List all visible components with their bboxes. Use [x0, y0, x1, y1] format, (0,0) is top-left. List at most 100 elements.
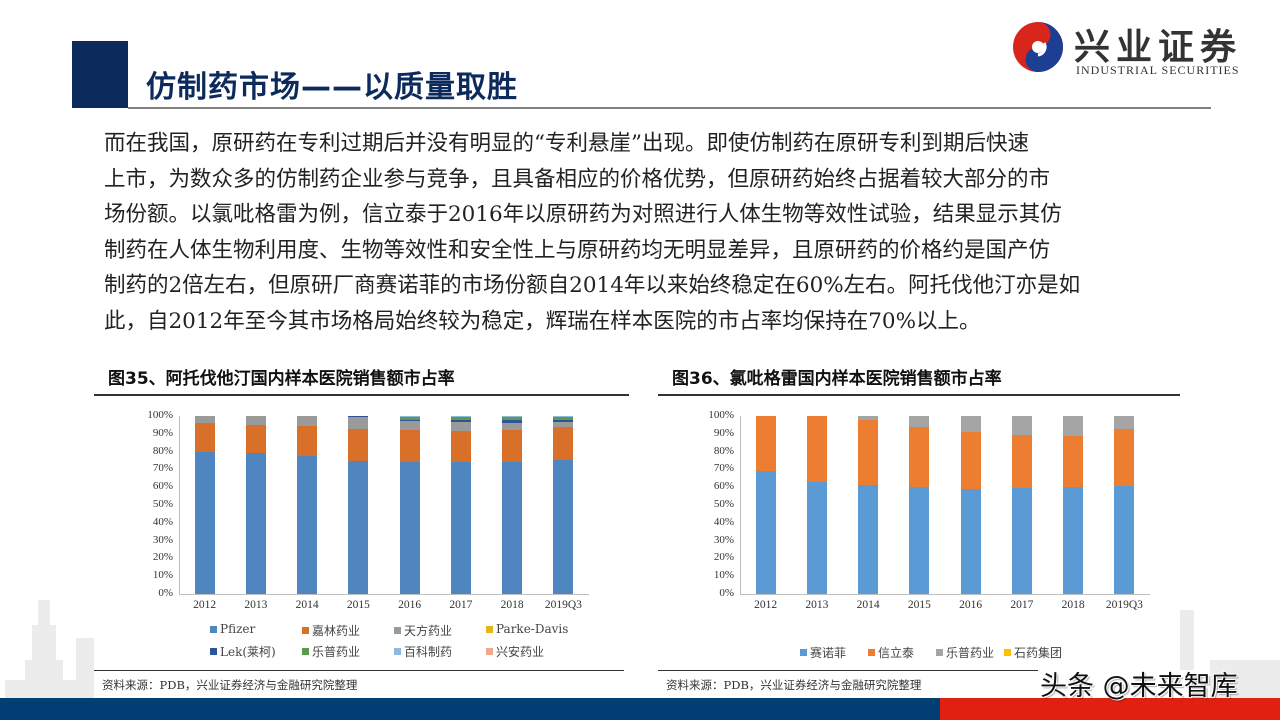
figure-title: 图36、氯吡格雷国内样本医院销售额市占率 [672, 369, 1002, 389]
legend-item: 信立泰 [868, 644, 914, 661]
y-tick-label: 80% [152, 444, 173, 457]
stacked-bar [806, 416, 827, 594]
bar-segment [1114, 416, 1135, 430]
bar-segment [450, 416, 471, 421]
bar-segment [502, 423, 523, 431]
bar-segment [909, 487, 930, 594]
bar-segment [909, 426, 930, 488]
y-tick-label: 20% [713, 551, 734, 564]
legend-item: 兴安药业 [486, 643, 544, 660]
y-tick-label: 90% [713, 426, 734, 439]
y-tick-label: 30% [713, 533, 734, 546]
y-tick-label: 40% [152, 515, 173, 528]
bar-segment [297, 425, 318, 457]
bar-segment [194, 416, 215, 424]
legend-label: 嘉林药业 [312, 624, 361, 638]
stacked-bar [909, 416, 930, 594]
body-line: 制药的2倍左右，但原研厂商赛诺菲的市场份额自2014年以来始终稳定在60%左右。… [104, 273, 1081, 298]
legend-item: 赛诺菲 [800, 644, 846, 661]
title-accent-block [72, 41, 128, 108]
body-line: 上市，为数众多的仿制药企业参与竞争，且具备相应的价格优势，但原研药始终占据着较大… [104, 166, 1051, 192]
stacked-bar [502, 416, 523, 594]
y-tick-label: 50% [713, 498, 734, 510]
bar-segment [755, 416, 776, 472]
logo-english-name: INDUSTRIAL SECURITIES [1076, 63, 1240, 77]
x-tick-label: 2015 [346, 599, 370, 611]
bar-segment [450, 416, 471, 417]
figure-36: 图36、氯吡格雷国内样本医院销售额市占率 [658, 362, 1180, 396]
bar-segment [348, 460, 369, 594]
body-line: 场份额。以氯吡格雷为例，信立泰于2016年以原研药为对照进行人体生物等效性试验，… [104, 202, 1062, 227]
bar-segment [194, 451, 215, 594]
stacked-bar [399, 416, 420, 594]
bar-segment [755, 471, 776, 594]
y-tick-label: 90% [152, 426, 173, 439]
bar-segment [806, 481, 827, 594]
y-tick-label: 60% [152, 480, 173, 493]
bar-segment [450, 422, 471, 432]
bar-segment [348, 416, 369, 417]
stacked-bar [194, 416, 215, 594]
bar-segment [1063, 416, 1084, 436]
legend-swatch [800, 649, 807, 656]
stacked-bar [348, 416, 369, 594]
logo-swirl-icon [1013, 22, 1063, 72]
bar-segment [348, 429, 369, 461]
stacked-bar [960, 416, 981, 594]
bar-segment [553, 459, 574, 594]
bar-segment [399, 416, 420, 420]
x-tick-label: 2013 [244, 599, 268, 611]
x-axis [740, 594, 1150, 595]
bar-segment [553, 426, 574, 460]
x-tick-label: 2016 [398, 599, 422, 611]
legend-item: Lek(莱柯) [210, 643, 276, 660]
company-logo: 兴业证券 INDUSTRIAL SECURITIES [1012, 18, 1262, 78]
legend-label: 兴安药业 [496, 645, 545, 659]
y-tick-label: 30% [152, 533, 173, 546]
bar-segment [245, 452, 266, 594]
y-axis [740, 416, 741, 594]
legend-item: 百科制药 [394, 643, 452, 660]
y-tick-label: 100% [147, 409, 173, 421]
skyline-decoration [32, 625, 56, 665]
legend-label: 天方药业 [404, 624, 453, 638]
figure-35: 图35、阿托伐他汀国内样本医院销售额市占率 [94, 362, 629, 396]
y-tick-label: 0% [719, 587, 734, 599]
bar-segment [399, 421, 420, 431]
bar-segment [960, 488, 981, 594]
legend-swatch [210, 648, 217, 655]
bar-segment [1011, 416, 1032, 435]
stacked-bar [553, 416, 574, 594]
legend-label: Parke-Davis [496, 622, 569, 636]
legend-label: 乐普药业 [312, 645, 361, 659]
x-tick-label: 2019Q3 [544, 599, 582, 611]
legend-label: 赛诺菲 [810, 646, 847, 660]
logo-chinese-name: 兴业证券 [1074, 26, 1243, 68]
legend-item: 乐普药业 [936, 644, 994, 661]
legend-label: 百科制药 [404, 645, 453, 659]
legend-item: 天方药业 [394, 622, 452, 639]
body-line: 而在我国，原研药在专利过期后并没有明显的“专利悬崖”出现。即使仿制药在原研专利到… [104, 131, 1029, 156]
bar-segment [297, 416, 318, 426]
legend-swatch [394, 648, 401, 655]
x-tick-label: 2014 [295, 599, 319, 611]
y-tick-label: 50% [152, 498, 173, 510]
y-axis [179, 416, 180, 594]
legend-item: 石药集团 [1004, 644, 1062, 661]
y-tick-label: 80% [713, 444, 734, 457]
x-tick-label: 2019Q3 [1105, 599, 1143, 611]
bar-segment [450, 462, 471, 594]
bar-segment [502, 419, 523, 424]
skyline-decoration [76, 638, 94, 683]
y-tick-label: 0% [158, 587, 173, 599]
body-line: 制药在人体生物利用度、生物等效性和安全性上与原研药均无明显差异，且原研药的价格约… [104, 237, 1051, 263]
chart-atorvastatin-share: 0% 10% 20% 30% 40% 50% 60% 70% 80% 90% 100% 2012 201… [135, 405, 595, 615]
stacked-bar [1011, 416, 1032, 594]
x-axis [179, 594, 589, 595]
bar-segment [1114, 429, 1135, 487]
skyline-decoration [1180, 610, 1194, 670]
y-tick-label: 10% [152, 569, 173, 582]
bar-segment [245, 424, 266, 453]
bar-segment [348, 416, 369, 430]
legend-swatch [868, 649, 875, 656]
